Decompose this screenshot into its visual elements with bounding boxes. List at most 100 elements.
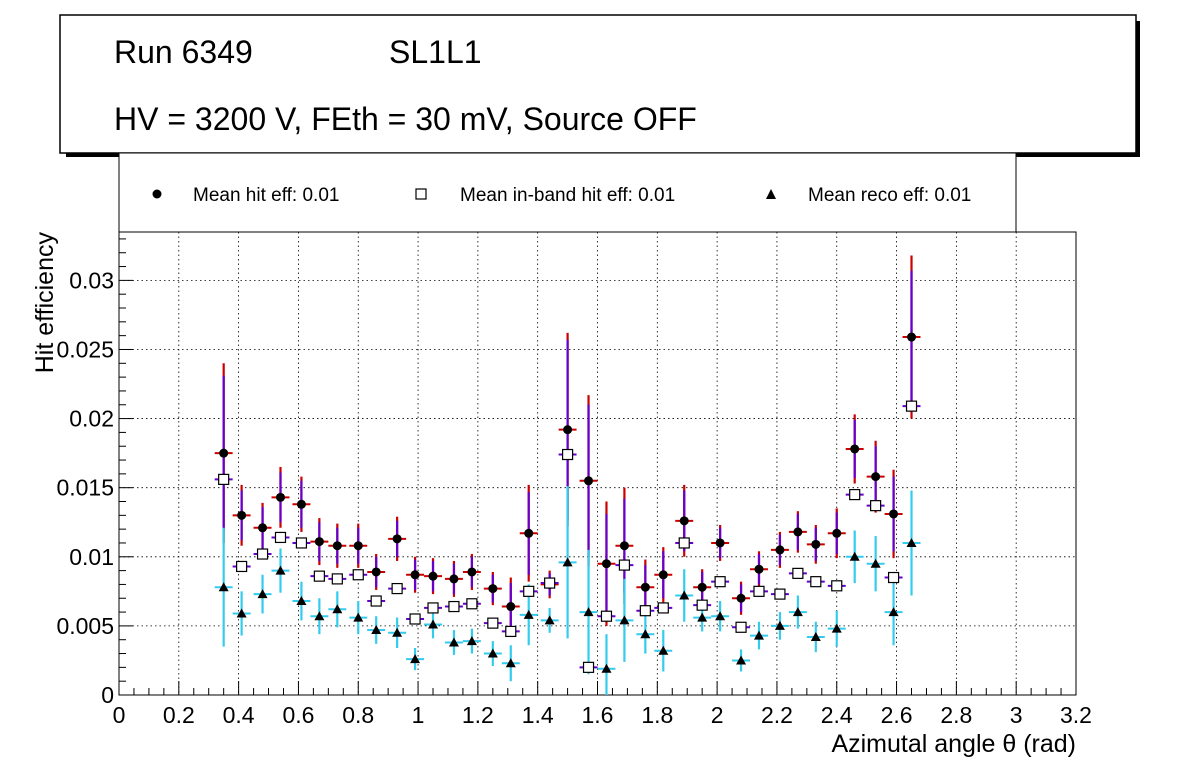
reco-point [410,654,421,664]
inband-point [487,617,499,629]
y-tick-label: 0.03 [69,267,114,293]
inband-point [870,500,882,512]
title-box [59,14,1137,154]
legend-inband-marker [415,188,427,200]
inband-point [313,570,325,582]
hit-point [907,332,917,342]
reco-point [392,627,403,637]
reco-point [544,615,555,625]
inband-point [391,582,403,595]
inband-point [352,569,364,581]
reco-point [715,611,726,621]
y-tick-label: 0.02 [69,406,114,432]
reco-point [810,631,821,641]
reco-point [371,625,382,635]
reco-point [218,582,229,592]
x-tick-label: 3 [1010,702,1023,728]
reco-point [774,620,785,630]
inband-point [678,537,690,549]
x-tick-label: 2.2 [761,702,793,728]
inband-point [753,585,765,597]
hit-point [488,584,498,594]
x-tick-label: 1.4 [522,702,554,728]
reco-point [448,637,459,647]
x-tick-label: 1.6 [582,702,614,728]
hit-point [219,448,229,458]
reco-point [257,589,268,599]
hit-point [775,545,785,555]
inband-point [618,559,631,571]
hit-point [371,567,381,577]
reco-point [314,611,325,621]
reco-point [679,590,690,600]
inband-point [639,605,651,617]
hit-point [850,444,860,454]
reco-point [888,607,899,617]
hit-point [715,538,725,548]
reco-point [487,648,498,658]
legend-reco-marker [766,189,776,199]
inband-point [905,400,918,412]
reco-point [736,655,747,665]
reco-point [619,615,630,625]
hit-point [640,582,650,592]
inband-point [448,600,460,613]
hit-point [314,537,324,547]
hit-point [811,539,821,549]
x-tick-label: 2.6 [881,702,913,728]
inband-point [505,625,517,638]
reco-point [275,565,286,575]
axes: 0 0.2 0.4 0.6 0.8 1 1.2 1.4 1.6 1.8 2 2.2 2.4 2.6 2.8 3… [56,238,1092,728]
hit-point [889,509,899,519]
inband-point [256,548,269,560]
legend-reco-label: Mean reco eff: 0.01 [808,185,971,206]
inband-point [657,602,669,614]
reco-point [870,558,881,568]
inband-point [561,448,574,461]
inband-point [849,488,861,501]
inband-point [236,560,248,573]
hit-point [428,571,438,581]
hit-point [392,534,402,544]
inband-point [370,595,382,607]
reco-point [332,604,343,614]
x-tick-label: 0 [113,702,126,728]
inband-point [774,588,786,600]
inband-point [544,577,556,589]
reco-point [428,619,439,629]
x-tick-label: 0.8 [342,702,374,728]
reco-point [466,636,477,646]
hit-point [793,527,803,537]
y-tick-label: 0.025 [56,336,114,362]
x-axis-label: Azimutal angle θ (rad) [831,730,1076,758]
hit-point [275,492,285,502]
x-tick-label: 1 [412,702,425,728]
x-tick-label: 2.8 [940,702,972,728]
x-tick-label: 2.4 [821,702,853,728]
reco-point [849,551,860,561]
inband-point [696,599,708,611]
x-tick-label: 0.4 [223,702,255,728]
inband-point [887,571,900,584]
x-tick-label: 1.2 [462,702,494,728]
inband-point [218,473,230,485]
error-bars [214,255,921,695]
legend-hit-marker [152,189,162,199]
inband-point [714,576,726,588]
conditions-label: HV = 3200 V, FEth = 30 mV, Source OFF [114,101,697,137]
legend-box [118,152,1017,233]
inband-point [409,613,421,625]
reco-point [296,596,307,606]
hit-point [563,425,573,435]
layer-label: SL1L1 [389,34,482,70]
data-markers [218,332,918,673]
hit-point [601,559,611,569]
x-tick-label: 0.2 [163,702,195,728]
reco-point [505,658,516,668]
reco-point [906,537,917,547]
inband-point [274,531,287,544]
hit-point [697,582,707,592]
hit-point [658,570,668,580]
reco-point [353,612,364,622]
